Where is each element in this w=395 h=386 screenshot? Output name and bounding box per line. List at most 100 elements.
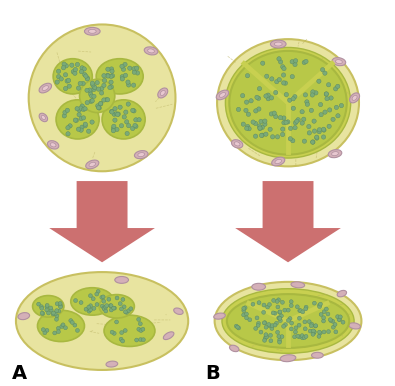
Circle shape (124, 310, 127, 314)
Circle shape (262, 303, 266, 307)
Circle shape (339, 103, 344, 108)
Circle shape (297, 335, 301, 339)
Circle shape (53, 312, 57, 316)
Circle shape (88, 294, 92, 298)
Ellipse shape (160, 90, 165, 95)
Circle shape (81, 81, 85, 86)
Circle shape (110, 69, 114, 73)
Circle shape (284, 323, 288, 327)
Circle shape (96, 105, 101, 110)
Circle shape (301, 310, 305, 314)
Circle shape (275, 135, 280, 139)
Circle shape (246, 112, 250, 117)
Circle shape (243, 306, 247, 310)
Circle shape (241, 122, 245, 126)
Circle shape (265, 335, 269, 339)
Circle shape (109, 80, 113, 84)
Circle shape (85, 77, 89, 81)
Circle shape (118, 105, 122, 109)
Circle shape (286, 120, 290, 124)
Circle shape (123, 62, 127, 66)
Circle shape (92, 94, 96, 98)
Circle shape (43, 331, 47, 335)
Circle shape (280, 64, 285, 69)
Circle shape (92, 85, 96, 89)
Circle shape (135, 338, 139, 342)
Circle shape (267, 303, 271, 306)
Ellipse shape (174, 308, 183, 315)
Circle shape (303, 320, 307, 324)
Circle shape (126, 80, 130, 84)
FancyArrow shape (49, 181, 155, 262)
Circle shape (326, 83, 331, 87)
Circle shape (92, 87, 96, 91)
Circle shape (87, 129, 91, 134)
Circle shape (109, 85, 113, 89)
Circle shape (115, 112, 120, 117)
Circle shape (116, 112, 120, 116)
Circle shape (37, 302, 41, 306)
Circle shape (291, 96, 295, 101)
Circle shape (64, 326, 68, 330)
Circle shape (322, 319, 325, 323)
Circle shape (308, 329, 312, 333)
Ellipse shape (216, 90, 229, 100)
Ellipse shape (85, 27, 100, 35)
Circle shape (87, 305, 91, 309)
Circle shape (296, 334, 300, 338)
Circle shape (119, 337, 123, 341)
Ellipse shape (33, 296, 64, 317)
Circle shape (275, 322, 278, 325)
Circle shape (111, 127, 115, 131)
Circle shape (263, 122, 267, 126)
Circle shape (273, 323, 277, 327)
Circle shape (260, 133, 264, 137)
Circle shape (296, 118, 300, 122)
Circle shape (260, 133, 263, 137)
Circle shape (100, 295, 104, 299)
Circle shape (277, 78, 281, 82)
Ellipse shape (271, 40, 286, 48)
Circle shape (251, 120, 255, 124)
Circle shape (83, 73, 87, 77)
Circle shape (323, 71, 327, 75)
Circle shape (257, 86, 261, 91)
Circle shape (310, 322, 314, 326)
Circle shape (291, 139, 295, 143)
Circle shape (76, 86, 81, 90)
Circle shape (112, 332, 116, 335)
Circle shape (317, 128, 322, 132)
Circle shape (315, 136, 319, 140)
Circle shape (135, 66, 139, 70)
Ellipse shape (50, 143, 56, 147)
Circle shape (73, 71, 77, 75)
Circle shape (115, 296, 119, 300)
Circle shape (109, 304, 113, 308)
Circle shape (293, 125, 297, 130)
Circle shape (328, 318, 332, 322)
Circle shape (109, 308, 113, 312)
Circle shape (320, 68, 325, 72)
Circle shape (256, 322, 260, 325)
Circle shape (124, 120, 129, 124)
Circle shape (92, 306, 96, 310)
Circle shape (275, 80, 279, 84)
Circle shape (263, 321, 267, 325)
Circle shape (138, 322, 142, 326)
Circle shape (304, 334, 308, 338)
Circle shape (87, 309, 91, 313)
Ellipse shape (219, 93, 226, 97)
Circle shape (294, 326, 298, 330)
Circle shape (257, 107, 261, 111)
Circle shape (96, 290, 100, 293)
Circle shape (322, 330, 326, 334)
Circle shape (58, 305, 62, 309)
Circle shape (324, 307, 328, 311)
Circle shape (56, 327, 60, 330)
Circle shape (41, 312, 45, 316)
Circle shape (278, 318, 282, 322)
Circle shape (314, 91, 318, 95)
Circle shape (263, 119, 267, 123)
Circle shape (241, 93, 245, 98)
Circle shape (259, 330, 263, 334)
